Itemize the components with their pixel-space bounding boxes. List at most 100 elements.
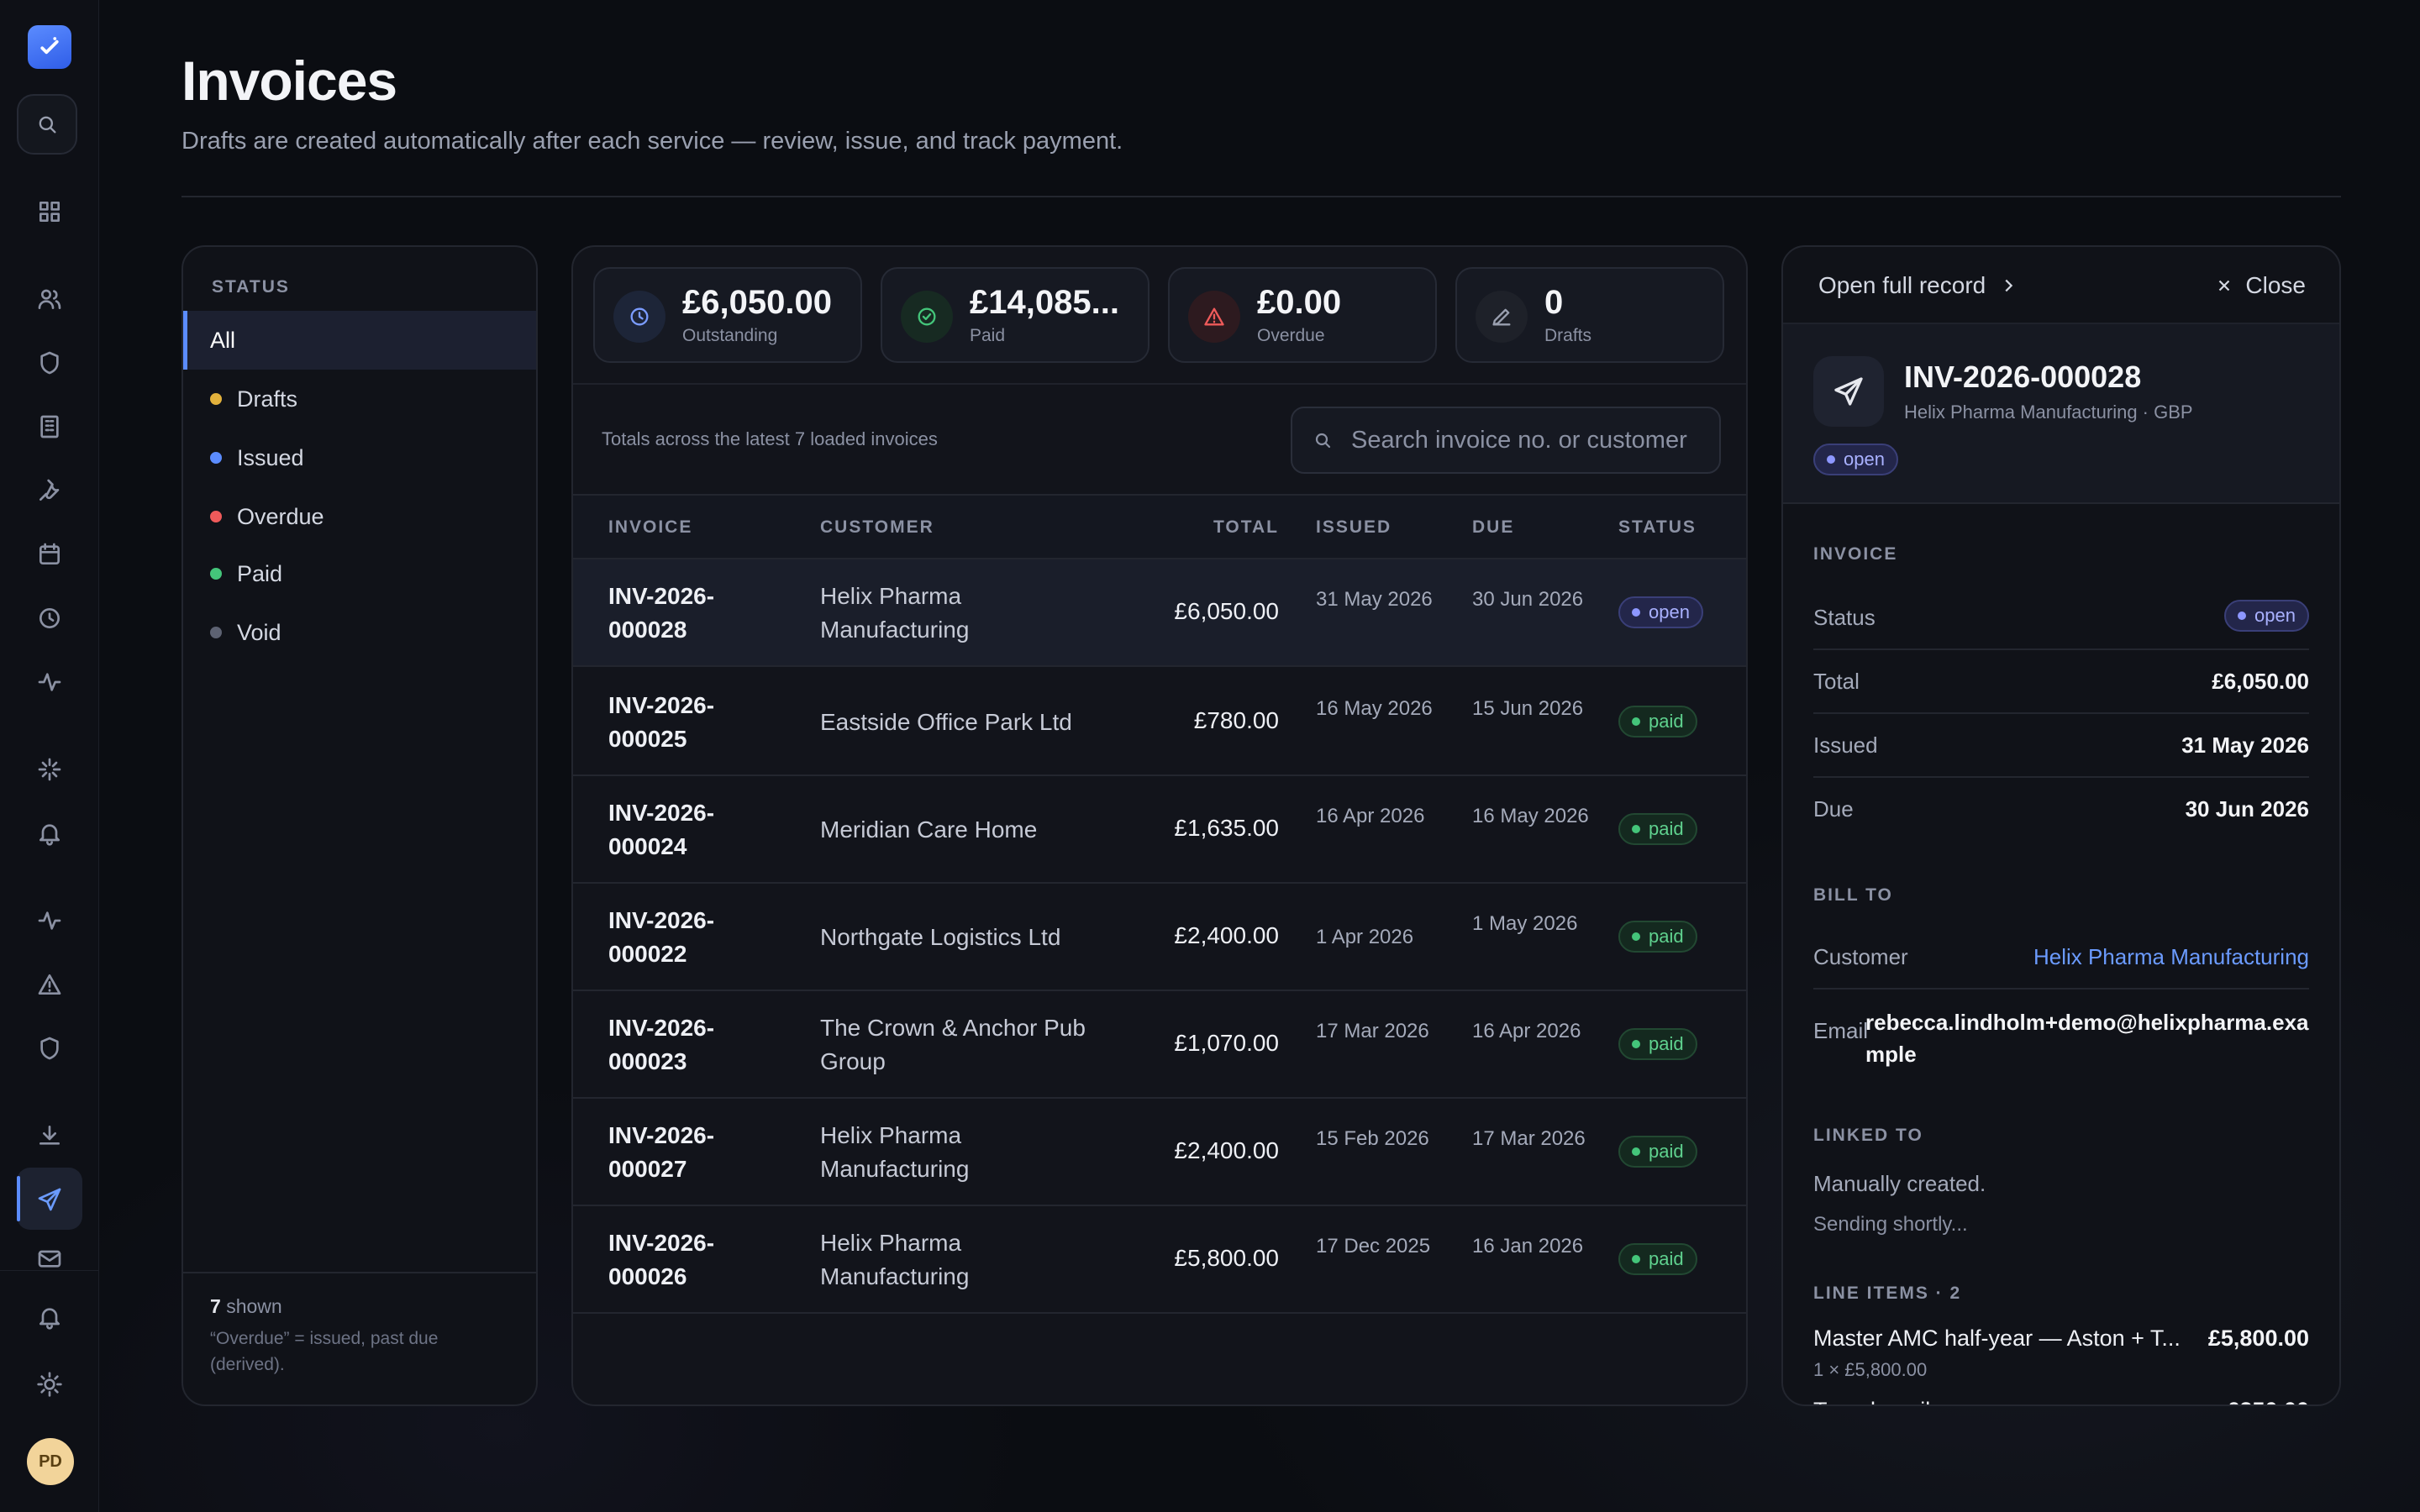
detail-customer-currency: Helix Pharma Manufacturing · GBP <box>1904 402 2193 423</box>
status-filter-label: Overdue <box>237 503 324 529</box>
stat-value: £6,050.00 <box>682 284 832 321</box>
detail-customer-row: Customer Helix Pharma Manufacturing <box>1813 926 2309 990</box>
status-dot <box>210 393 222 405</box>
status-filter-all[interactable]: All <box>183 311 536 370</box>
table-row[interactable]: INV-2026-000025 Eastside Office Park Ltd… <box>573 669 1746 776</box>
pulse-icon[interactable] <box>33 904 66 937</box>
stat-card-drafts: 0 Drafts <box>1455 267 1724 363</box>
sun-icon[interactable] <box>33 1368 66 1401</box>
due-date: 1 May 2026 <box>1472 912 1578 935</box>
status-filter-issued[interactable]: Issued <box>183 428 536 487</box>
notifications-bell-icon[interactable] <box>33 1300 66 1334</box>
status-badge: open <box>1618 596 1703 628</box>
download-icon[interactable] <box>33 1119 66 1152</box>
chevron-right-icon <box>2005 279 2013 292</box>
rail-search-button[interactable] <box>17 94 77 155</box>
status-filter-drafts[interactable]: Drafts <box>183 370 536 428</box>
invoice-number: INV-2026-000024 <box>608 800 715 859</box>
line-item-name: Master AMC half-year — Aston + T... <box>1813 1326 2181 1351</box>
avatar[interactable]: PD <box>27 1438 74 1485</box>
warning-icon[interactable] <box>33 968 66 1001</box>
column-header-invoice[interactable]: INVOICE <box>608 517 693 537</box>
stat-value: £14,085... <box>970 284 1119 321</box>
page-title: Invoices <box>182 50 397 112</box>
status-filter-void[interactable]: Void <box>183 603 536 662</box>
wrench-icon[interactable] <box>33 474 66 507</box>
users-icon[interactable] <box>33 282 66 316</box>
column-header-status[interactable]: STATUS <box>1618 517 1697 537</box>
column-header-total[interactable]: TOTAL <box>1213 517 1279 537</box>
sending-status: Sending shortly... <box>1813 1213 1968 1236</box>
customer-name: Helix Pharma Manufacturing <box>820 1122 970 1182</box>
mail-icon[interactable] <box>33 1247 66 1270</box>
invoice-total: £6,050.00 <box>1174 598 1279 624</box>
issued-date: 31 May 2026 <box>1316 588 1433 611</box>
invoice-total: £1,635.00 <box>1174 815 1279 841</box>
status-badge: paid <box>1618 813 1697 845</box>
section-title-line-items: LINE ITEMS · 2 <box>1813 1284 1962 1303</box>
due-date: 30 Jun 2026 <box>1472 588 1584 611</box>
activity-icon[interactable] <box>33 665 66 699</box>
due-date: 17 Mar 2026 <box>1472 1127 1586 1150</box>
invoices-main-panel: £6,050.00 Outstanding £14,085... Paid £0… <box>571 245 1748 1406</box>
shield-check-icon[interactable] <box>33 1032 66 1065</box>
status-badge: paid <box>1618 921 1697 953</box>
status-filter-overdue[interactable]: Overdue <box>183 487 536 546</box>
invoice-table: INVOICE CUSTOMER TOTAL ISSUED DUE STATUS… <box>573 494 1746 1334</box>
status-filter-paid[interactable]: Paid <box>183 544 536 603</box>
table-row[interactable]: INV-2026-000024 Meridian Care Home £1,63… <box>573 776 1746 884</box>
dashboard-icon[interactable] <box>33 195 66 228</box>
status-filter-label: Issued <box>237 444 304 470</box>
detail-total-row: Total £6,050.00 <box>1813 650 2309 714</box>
stat-label: Overdue <box>1257 326 1325 345</box>
invoice-total: £5,800.00 <box>1174 1245 1279 1271</box>
building-icon[interactable] <box>33 410 66 444</box>
detail-invoice-id: INV-2026-000028 <box>1904 360 2142 394</box>
table-row[interactable]: INV-2026-000022 Northgate Logistics Ltd … <box>573 884 1746 991</box>
linked-status: Manually created. <box>1813 1171 1986 1196</box>
close-button[interactable]: Close <box>2215 272 2306 299</box>
invoice-number: INV-2026-000023 <box>608 1015 715 1074</box>
table-row[interactable]: INV-2026-000027 Helix Pharma Manufacturi… <box>573 1099 1746 1206</box>
column-header-customer[interactable]: CUSTOMER <box>820 517 934 537</box>
column-header-issued[interactable]: ISSUED <box>1316 517 1392 537</box>
issued-date: 16 May 2026 <box>1316 697 1433 720</box>
status-badge: paid <box>1618 1243 1697 1275</box>
table-row[interactable]: INV-2026-000023 The Crown & Anchor Pub G… <box>573 991 1746 1099</box>
line-item-amount: £5,800.00 <box>2207 1326 2309 1351</box>
status-badge: paid <box>1618 1028 1697 1060</box>
send-icon <box>1813 356 1884 427</box>
clock-icon[interactable] <box>33 601 66 635</box>
sparkle-icon[interactable] <box>33 753 66 786</box>
due-date: 16 Jan 2026 <box>1472 1235 1584 1257</box>
table-row[interactable]: INV-2026-000028 Helix Pharma Manufacturi… <box>573 559 1746 667</box>
invoice-search[interactable] <box>1291 407 1721 474</box>
status-filter-label: Paid <box>237 560 283 586</box>
detail-issued-row: Issued 31 May 2026 <box>1813 714 2309 778</box>
open-full-record-link[interactable]: Open full record <box>1818 272 2018 299</box>
search-input[interactable] <box>1351 426 1704 454</box>
status-dot <box>210 627 222 638</box>
bell-icon[interactable] <box>33 816 66 850</box>
stat-label: Outstanding <box>682 326 778 345</box>
customer-link[interactable]: Helix Pharma Manufacturing <box>2033 944 2309 969</box>
issued-date: 16 Apr 2026 <box>1316 805 1425 827</box>
app-logo[interactable] <box>28 25 71 69</box>
invoice-number: INV-2026-000026 <box>608 1230 715 1289</box>
column-header-due[interactable]: DUE <box>1472 517 1515 537</box>
detail-due-row: Due 30 Jun 2026 <box>1813 796 2309 822</box>
issued-date: 17 Mar 2026 <box>1316 1020 1429 1042</box>
stat-card-overdue: £0.00 Overdue <box>1168 267 1437 363</box>
table-row[interactable]: INV-2026-000026 Helix Pharma Manufacturi… <box>573 1206 1746 1314</box>
status-filter-label: All <box>210 327 236 353</box>
send-icon[interactable] <box>33 1183 66 1216</box>
totals-note: Totals across the latest 7 loaded invoic… <box>602 428 938 449</box>
shield-icon[interactable] <box>33 346 66 380</box>
calendar-icon[interactable] <box>33 538 66 571</box>
status-filter-label: Void <box>237 619 281 645</box>
section-title-invoice: INVOICE <box>1813 544 1898 564</box>
status-badge: open <box>2224 600 2309 632</box>
status-filter-label: Drafts <box>237 386 298 412</box>
invoice-total: £1,070.00 <box>1174 1030 1279 1056</box>
status-badge: paid <box>1618 706 1697 738</box>
